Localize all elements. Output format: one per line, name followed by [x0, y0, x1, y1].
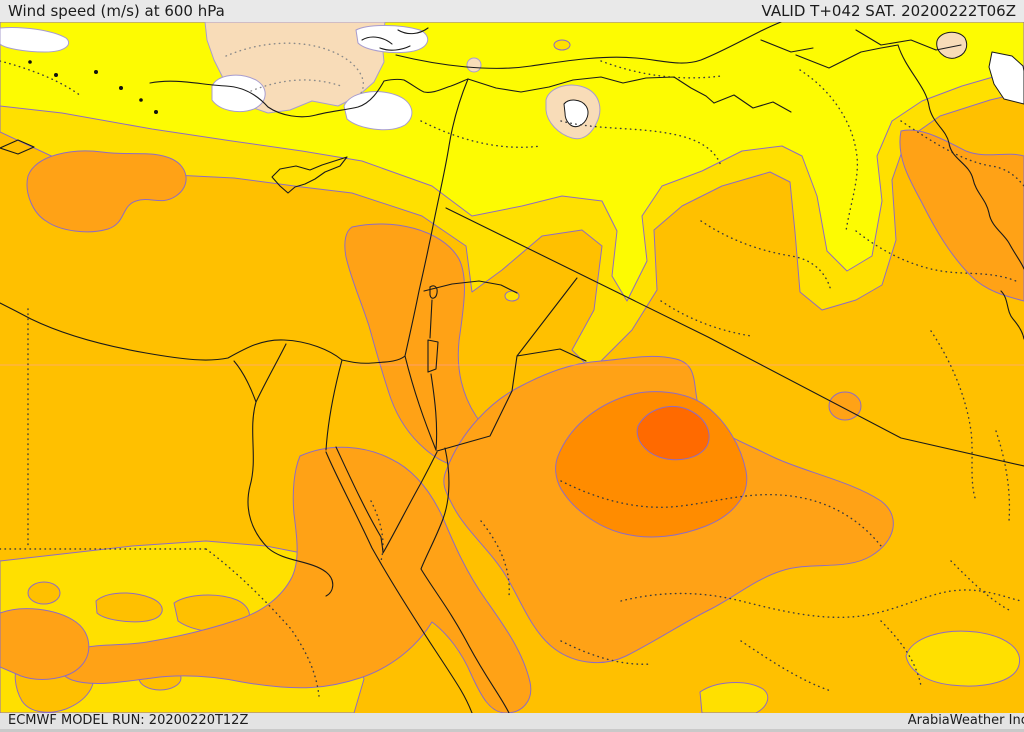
turkey-iran-north-border [795, 44, 899, 69]
lake-van [563, 99, 589, 128]
fill-white-west-anatolia [211, 74, 266, 113]
fill-midyellow-bottom-blob [699, 682, 769, 713]
valid-time-label: VALID T+042 SAT. 20200222T06Z [761, 2, 1016, 20]
turkey-south-coast [149, 78, 469, 118]
suez-canal [325, 359, 343, 451]
crete-island [0, 139, 35, 155]
fill-white-east-anatolia [343, 91, 413, 131]
fill-gold-patch-2 [95, 592, 163, 623]
admin-line [560, 120, 722, 167]
fill-midyellow-southeast-blob [905, 630, 1021, 687]
fill-midyellow-spot-b [553, 39, 571, 51]
jordan-saudi-border [436, 277, 587, 452]
admin-line [370, 500, 384, 562]
fill-orange-bottomleft-blob [0, 608, 90, 680]
admin-line [420, 120, 542, 148]
wind-speed-map [0, 22, 1024, 713]
red-sea-african-coast [325, 451, 473, 713]
admin-line [855, 230, 1017, 282]
footer-bar: ECMWF MODEL RUN: 20200220T12Z ArabiaWeat… [0, 713, 1024, 732]
admin-line [0, 60, 82, 97]
fill-white-marmara [355, 25, 429, 54]
fill-orange-egypt-band [58, 446, 532, 713]
admin-line [560, 480, 882, 547]
admin-line [930, 330, 977, 502]
wadi-araba-border [430, 373, 438, 451]
turkey-syria-border [467, 76, 715, 104]
provider-label: ArabiaWeather Inc. [907, 713, 1024, 728]
black-sea-coast [395, 22, 782, 69]
marmara-coast-bits [361, 27, 429, 51]
admin-line [620, 589, 1022, 619]
admin-line [799, 69, 859, 232]
admin-line [225, 42, 365, 94]
coastlines-borders [0, 22, 1024, 713]
fill-white-blacksea-corner [0, 27, 70, 53]
fill-orange-nw-blob [26, 150, 187, 233]
admin-line [480, 520, 510, 597]
aegean-islands [28, 60, 158, 114]
admin-line [205, 548, 320, 697]
egypt-israel-border [404, 355, 437, 451]
fill-orange-east-band [899, 129, 1024, 302]
map-canvas [0, 22, 1024, 713]
fill-peach-spot [466, 57, 482, 73]
admin-line [560, 640, 652, 665]
model-run-label: ECMWF MODEL RUN: 20200220T12Z [8, 713, 249, 728]
turkey-iraq-iran-border [713, 94, 792, 113]
levant-egypt-coast [0, 78, 469, 364]
lake-urmia [936, 31, 968, 59]
contour-fills [0, 22, 1024, 713]
iran-iraq-border [897, 44, 1024, 270]
caspian-sea [988, 51, 1024, 105]
syria-jordan-border [423, 280, 518, 294]
cyprus-island [271, 156, 348, 194]
admin-line [880, 620, 922, 687]
fill-orange-small-blob [828, 391, 862, 421]
fill-orange-deep-core [636, 406, 710, 461]
nile-river-delta [233, 343, 334, 597]
sea-of-galilee [429, 285, 438, 299]
admin-line [660, 300, 752, 337]
dead-sea [427, 339, 439, 373]
admin-line [700, 220, 832, 292]
admin-line [995, 430, 1011, 522]
caucasus-border [760, 39, 814, 53]
jordan-river [429, 299, 433, 339]
red-sea-arabian-coast [420, 447, 510, 713]
admin-dotted-lines [0, 42, 1024, 697]
gulf-coast-kuwait [1000, 290, 1024, 340]
syria-iraq-saudi-border [445, 207, 1024, 467]
header-bar: Wind speed (m/s) at 600 hPa VALID T+042 … [0, 0, 1024, 22]
map-title: Wind speed (m/s) at 600 hPa [8, 2, 225, 20]
fill-gold-patch-1 [27, 581, 61, 605]
admin-line [250, 79, 342, 92]
sinai-coast [335, 446, 438, 554]
azerbaijan-border [855, 29, 962, 51]
